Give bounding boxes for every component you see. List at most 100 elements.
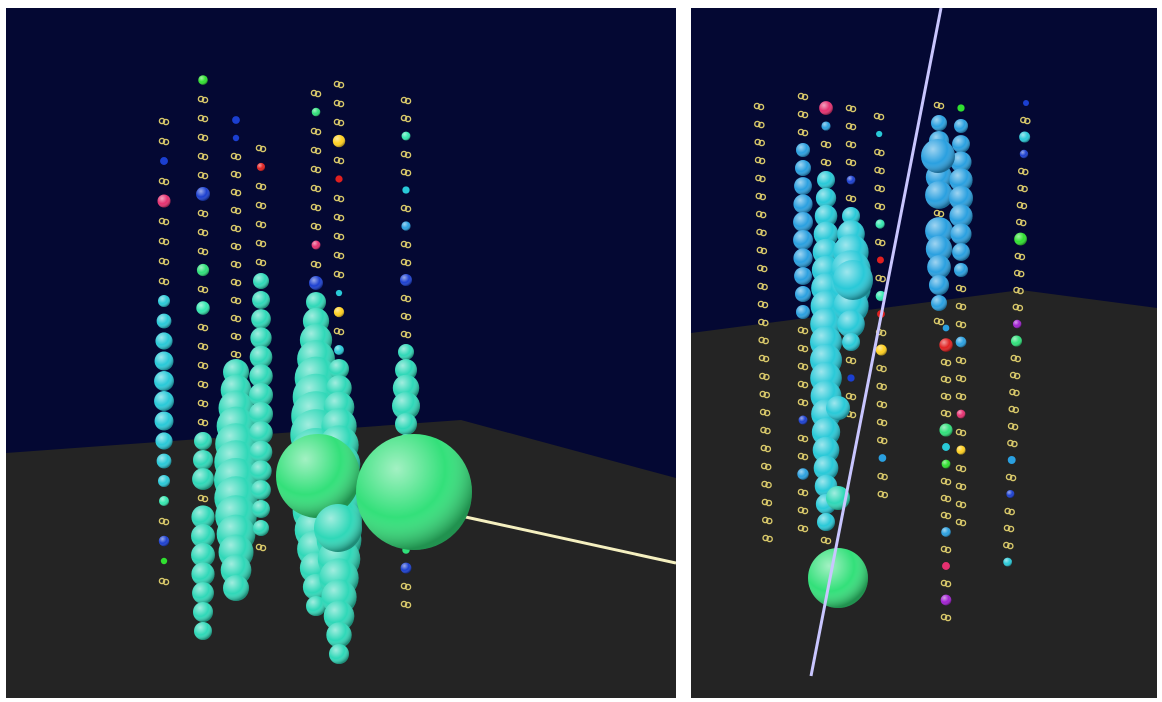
dom-shading <box>194 432 212 450</box>
dom-shading <box>1006 489 1015 499</box>
inactive-dom <box>801 129 809 137</box>
inactive-dom <box>849 357 857 365</box>
dom-shading <box>251 480 271 500</box>
dom-shading <box>921 139 955 173</box>
inactive-dom <box>845 122 853 130</box>
inactive-dom <box>400 114 408 122</box>
inactive-dom <box>197 323 205 331</box>
inactive-dom <box>845 392 853 400</box>
dom-shading <box>808 548 868 608</box>
dom-shading <box>356 434 472 550</box>
dom-shading <box>794 177 812 195</box>
inactive-dom <box>758 157 766 165</box>
inactive-dom <box>255 144 263 152</box>
inactive-dom <box>877 472 884 480</box>
inactive-dom <box>234 153 242 161</box>
inactive-dom <box>937 210 945 218</box>
inactive-dom <box>230 332 238 340</box>
dom-shading <box>154 351 174 371</box>
inactive-dom <box>1009 474 1017 482</box>
inactive-dom <box>940 545 948 553</box>
dom-shading <box>846 175 856 185</box>
inactive-dom <box>230 188 238 196</box>
muon-track-line <box>460 514 676 565</box>
inactive-dom <box>797 506 805 514</box>
inactive-dom <box>234 189 242 197</box>
inactive-dom <box>337 119 345 127</box>
inactive-dom <box>797 488 805 496</box>
inactive-dom <box>824 141 832 149</box>
dom-shading <box>949 204 973 228</box>
dom-shading <box>249 440 273 464</box>
inactive-dom <box>1016 304 1024 312</box>
dom-shading <box>794 285 812 303</box>
dom-hit <box>876 130 883 138</box>
inactive-dom <box>400 258 408 266</box>
dom-shading <box>192 449 214 471</box>
inactive-dom <box>944 614 952 622</box>
inactive-dom <box>765 481 772 489</box>
inactive-dom <box>1007 422 1015 430</box>
inactive-dom <box>259 221 267 229</box>
inactive-dom <box>879 275 886 283</box>
inactive-dom <box>876 436 884 444</box>
dom-shading <box>250 327 272 349</box>
inactive-dom <box>944 478 952 486</box>
dom-shading <box>395 359 417 381</box>
inactive-dom <box>878 167 885 175</box>
inactive-dom <box>162 258 170 266</box>
dom-shading <box>333 306 345 318</box>
inactive-dom <box>201 229 209 237</box>
inactive-dom <box>765 499 773 507</box>
inactive-dom <box>158 237 166 245</box>
inactive-dom <box>400 330 408 338</box>
inactive-dom <box>259 544 267 552</box>
inactive-dom <box>1007 525 1015 533</box>
dom-shading <box>192 468 214 490</box>
inactive-dom <box>881 491 889 499</box>
inactive-dom <box>797 128 805 136</box>
right-event-scene <box>691 8 1157 698</box>
inactive-dom <box>759 408 767 416</box>
inactive-dom <box>234 333 242 341</box>
inactive-dom <box>162 118 170 126</box>
inactive-dom <box>255 201 263 209</box>
inactive-dom <box>404 313 412 321</box>
dom-shading <box>842 207 860 225</box>
inactive-dom <box>162 138 170 146</box>
inactive-dom <box>1003 541 1010 549</box>
inactive-dom <box>259 259 267 267</box>
inactive-dom <box>337 100 345 108</box>
dom-shading <box>401 221 411 231</box>
dom-hit <box>1022 99 1030 107</box>
dom-shading <box>323 600 355 632</box>
dom-shading <box>192 582 214 604</box>
dom-shading <box>249 364 273 388</box>
inactive-dom <box>845 140 853 148</box>
dom-shading <box>819 101 833 115</box>
inactive-dom <box>755 174 762 182</box>
inactive-dom <box>756 264 764 272</box>
dom-shading <box>158 475 170 487</box>
inactive-dom <box>201 153 209 161</box>
inactive-dom <box>337 81 345 89</box>
inactive-dom <box>201 362 209 370</box>
dom-shading <box>956 445 966 455</box>
inactive-dom <box>314 185 322 193</box>
dom-shading <box>306 292 326 312</box>
inactive-dom <box>1008 508 1015 516</box>
dom-shading <box>925 181 953 209</box>
inactive-dom <box>337 214 345 222</box>
inactive-dom <box>801 327 809 335</box>
inactive-dom <box>1017 167 1025 175</box>
inactive-dom <box>801 111 809 119</box>
inactive-dom <box>1013 372 1021 380</box>
inactive-dom <box>234 261 242 269</box>
inactive-dom <box>400 582 408 590</box>
inactive-dom <box>310 89 318 97</box>
dom-shading <box>196 263 210 277</box>
inactive-dom <box>333 232 341 240</box>
inactive-dom <box>940 409 948 417</box>
dom-hit <box>942 562 950 570</box>
inactive-dom <box>1020 116 1027 124</box>
